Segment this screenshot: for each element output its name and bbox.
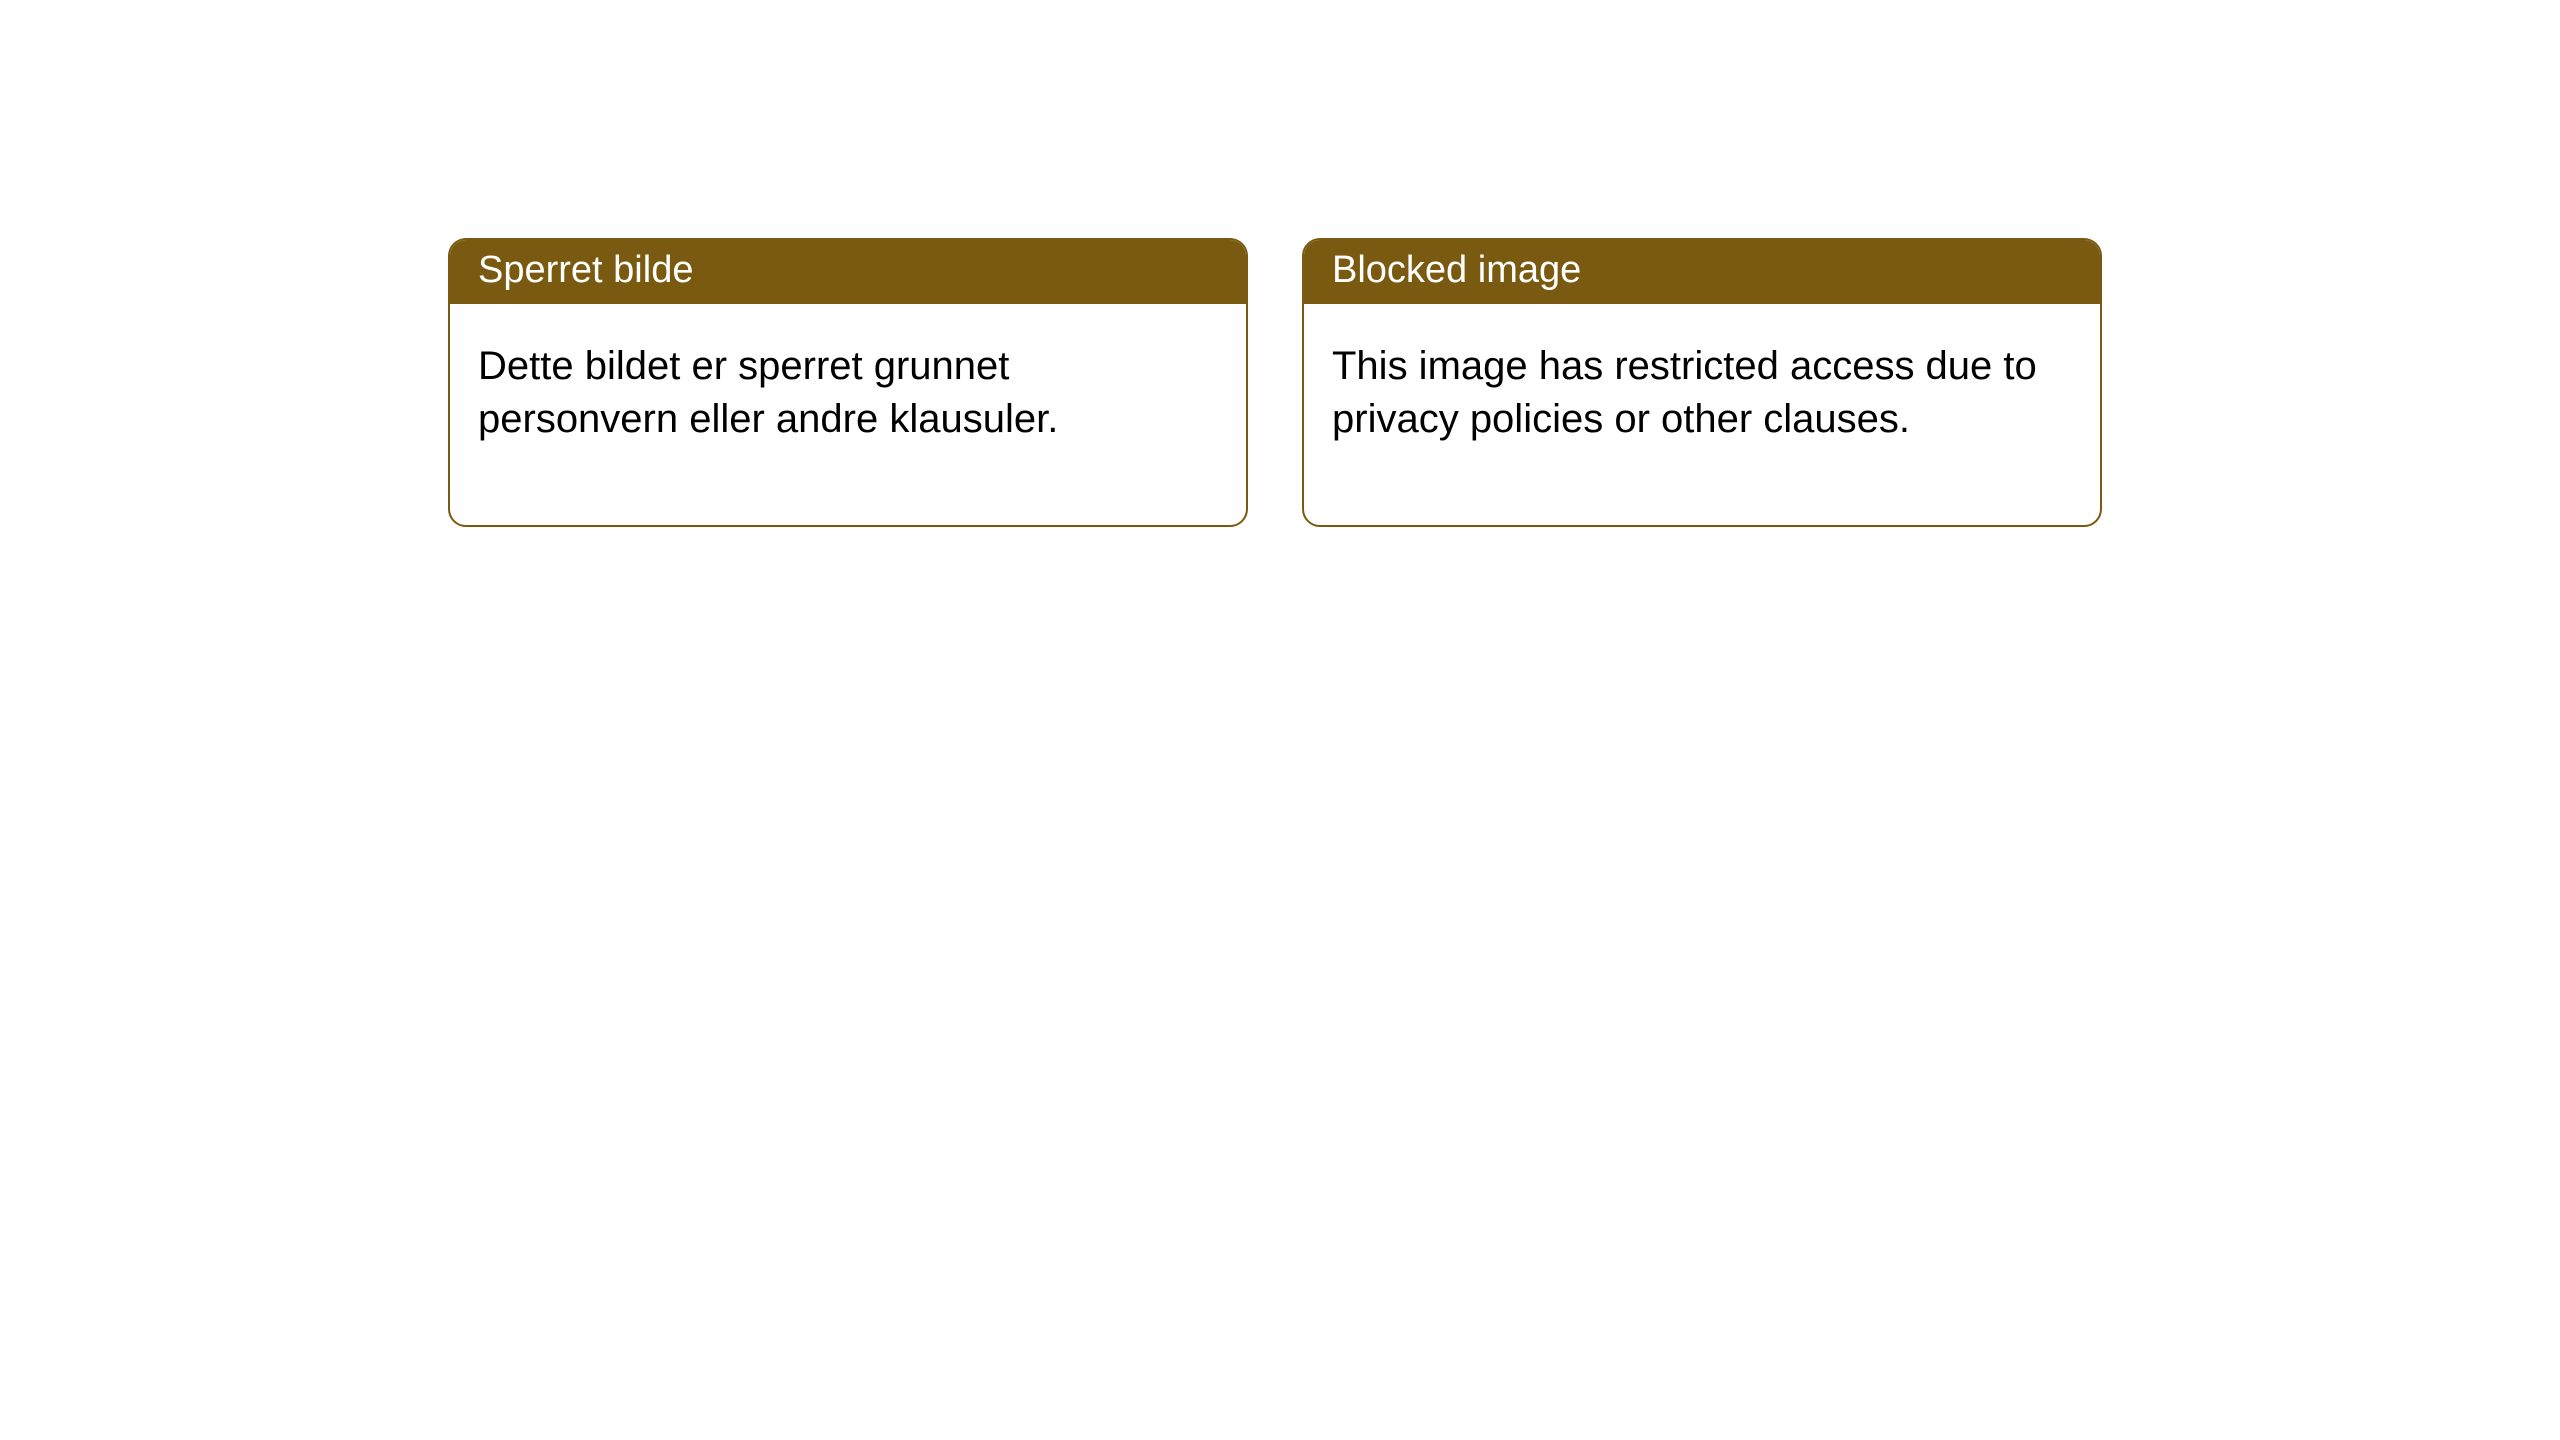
notice-card-body: Dette bildet er sperret grunnet personve… [450,304,1246,526]
notice-card-norwegian: Sperret bilde Dette bildet er sperret gr… [448,238,1248,527]
notice-card-title: Blocked image [1304,240,2100,304]
notice-card-title: Sperret bilde [450,240,1246,304]
notice-card-body: This image has restricted access due to … [1304,304,2100,526]
notice-card-english: Blocked image This image has restricted … [1302,238,2102,527]
notice-cards-container: Sperret bilde Dette bildet er sperret gr… [0,0,2560,527]
